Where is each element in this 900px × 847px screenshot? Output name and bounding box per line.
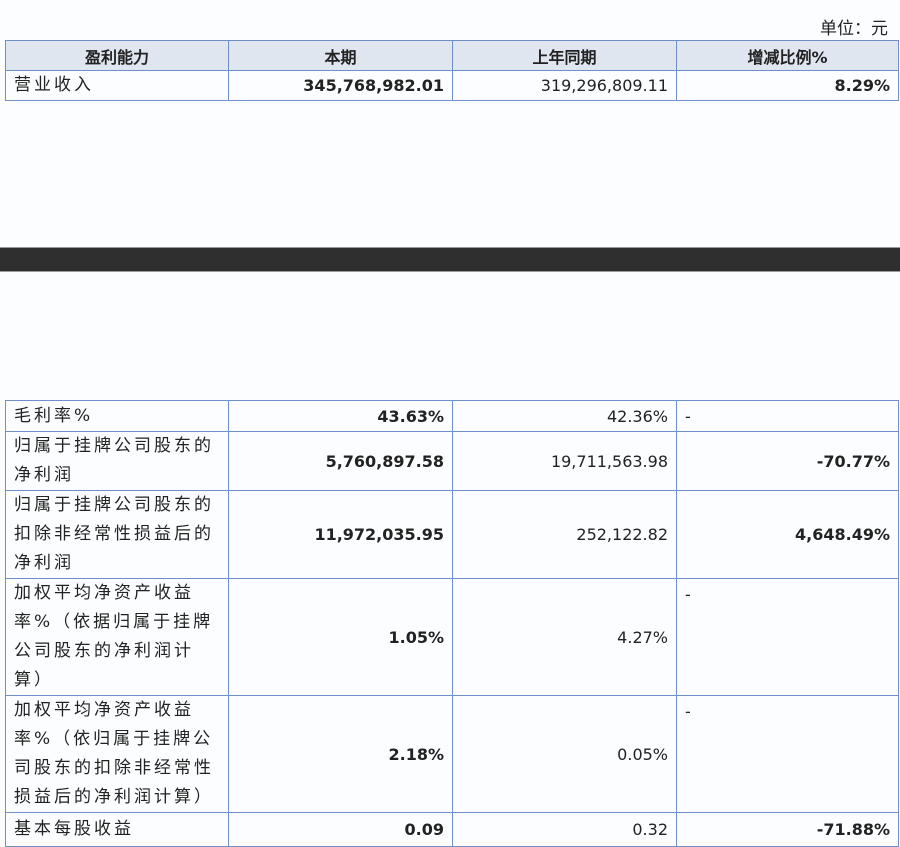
table-row: 加权平均净资产收益率%（依据归属于挂牌公司股东的净利润计算） 1.05% 4.2… <box>5 578 899 696</box>
change-value: - <box>676 695 899 813</box>
current-value: 5,760,897.58 <box>228 431 453 491</box>
change-value: - <box>676 400 899 432</box>
header-current: 本期 <box>228 40 453 71</box>
header-previous: 上年同期 <box>452 40 677 71</box>
header-profitability: 盈利能力 <box>5 40 229 71</box>
dark-divider-bar <box>0 247 900 272</box>
current-value: 2.18% <box>228 695 453 813</box>
change-value: -71.88% <box>676 812 899 847</box>
row-label: 加权平均净资产收益率%（依归属于挂牌公司股东的扣除非经常性损益后的净利润计算） <box>5 695 229 813</box>
table-row: 毛利率% 43.63% 42.36% - <box>5 400 899 432</box>
change-value: - <box>676 578 899 696</box>
previous-value: 252,122.82 <box>452 490 677 579</box>
row-label: 加权平均净资产收益率%（依据归属于挂牌公司股东的净利润计算） <box>5 578 229 696</box>
current-value: 0.09 <box>228 812 453 847</box>
current-value: 345,768,982.01 <box>228 70 453 101</box>
unit-label: 单位：元 <box>820 19 888 39</box>
table-row: 归属于挂牌公司股东的扣除非经常性损益后的净利润 11,972,035.95 25… <box>5 490 899 579</box>
change-value: 4,648.49% <box>676 490 899 579</box>
table-row: 基本每股收益 0.09 0.32 -71.88% <box>5 812 899 847</box>
previous-value: 19,711,563.98 <box>452 431 677 491</box>
financial-metrics-table: 毛利率% 43.63% 42.36% - 归属于挂牌公司股东的净利润 5,760… <box>5 400 899 847</box>
change-value: 8.29% <box>676 70 899 101</box>
header-change: 增减比例% <box>676 40 899 71</box>
row-label: 归属于挂牌公司股东的净利润 <box>5 431 229 491</box>
previous-value: 4.27% <box>452 578 677 696</box>
table-row: 营业收入 345,768,982.01 319,296,809.11 8.29% <box>5 70 899 101</box>
current-value: 43.63% <box>228 400 453 432</box>
current-value: 1.05% <box>228 578 453 696</box>
current-value: 11,972,035.95 <box>228 490 453 579</box>
table-header-row: 盈利能力 本期 上年同期 增减比例% <box>5 40 899 71</box>
previous-value: 0.32 <box>452 812 677 847</box>
change-value: -70.77% <box>676 431 899 491</box>
previous-value: 42.36% <box>452 400 677 432</box>
row-label: 毛利率% <box>5 400 229 432</box>
previous-value: 0.05% <box>452 695 677 813</box>
profitability-table: 盈利能力 本期 上年同期 增减比例% 营业收入 345,768,982.01 3… <box>5 40 899 101</box>
table-row: 归属于挂牌公司股东的净利润 5,760,897.58 19,711,563.98… <box>5 431 899 491</box>
table-row: 加权平均净资产收益率%（依归属于挂牌公司股东的扣除非经常性损益后的净利润计算） … <box>5 695 899 813</box>
row-label: 营业收入 <box>5 70 229 101</box>
previous-value: 319,296,809.11 <box>452 70 677 101</box>
row-label: 基本每股收益 <box>5 812 229 847</box>
row-label: 归属于挂牌公司股东的扣除非经常性损益后的净利润 <box>5 490 229 579</box>
